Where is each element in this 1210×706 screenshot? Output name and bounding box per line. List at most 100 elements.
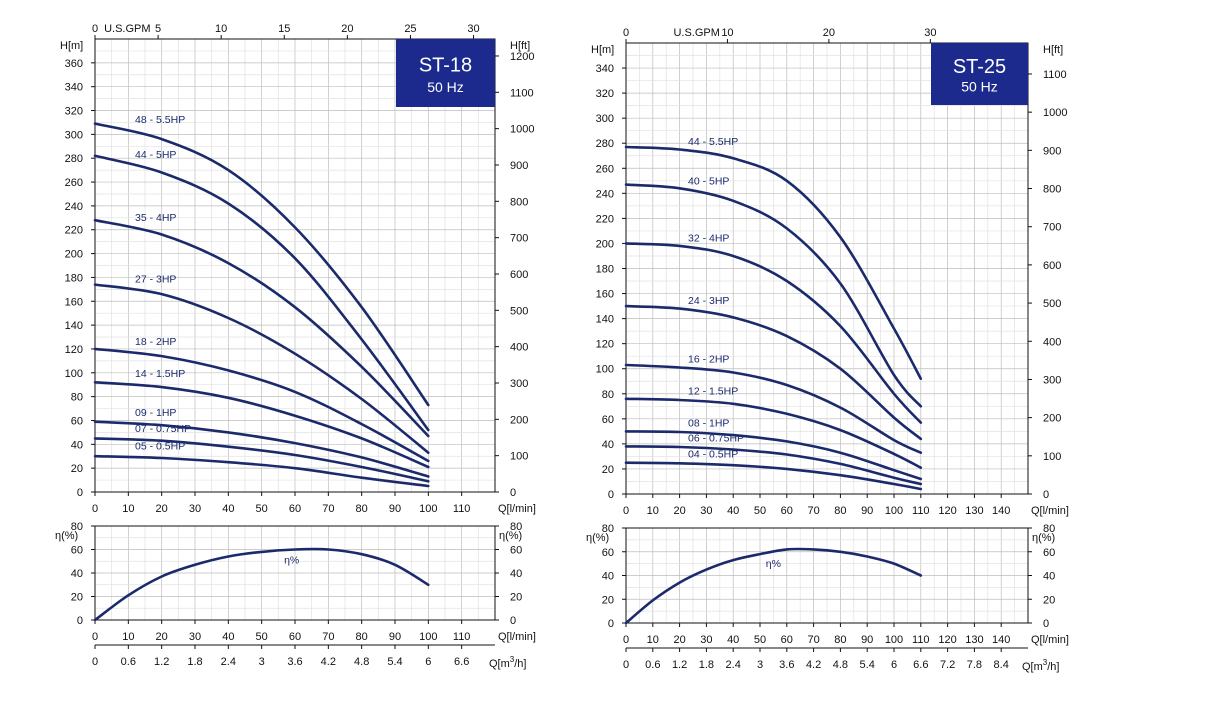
curve-label: 40 - 5HP bbox=[688, 175, 729, 187]
curve-label: 44 - 5.5HP bbox=[688, 136, 738, 148]
curve-label: 27 - 3HP bbox=[135, 273, 176, 285]
eff-x-axis-label: Q[l/min] bbox=[498, 631, 536, 643]
y-tick-label: 120 bbox=[65, 344, 83, 356]
eff-y-tick-label: 0 bbox=[77, 615, 83, 627]
m3h-tick-label: 8.4 bbox=[994, 659, 1009, 671]
model-title: ST-25 bbox=[953, 56, 1006, 78]
y-tick-label: 280 bbox=[65, 153, 83, 165]
eff-y-right-tick-label: 80 bbox=[510, 521, 522, 533]
x-tick-label: 30 bbox=[700, 505, 712, 517]
curve-48-5-5hp bbox=[93, 122, 430, 407]
curve-label: 48 - 5.5HP bbox=[135, 114, 185, 126]
y-tick-label: 0 bbox=[77, 487, 83, 499]
eff-x-tick-label: 20 bbox=[156, 631, 168, 643]
y-tick-label: 220 bbox=[65, 225, 83, 237]
x-tick-label: 70 bbox=[322, 503, 334, 515]
eff-x-tick-label: 90 bbox=[389, 631, 401, 643]
x-tick-label: 20 bbox=[156, 503, 168, 515]
y-right-tick-label: 800 bbox=[510, 196, 528, 208]
curve-18-2hp bbox=[93, 347, 430, 463]
eff-x-tick-label: 110 bbox=[912, 634, 930, 646]
m3h-axis-label: Q[m3/h] bbox=[1022, 658, 1059, 673]
x-tick-label: 10 bbox=[647, 505, 659, 517]
curve-label: 24 - 3HP bbox=[688, 295, 729, 307]
curve-label: 08 - 1HP bbox=[688, 417, 729, 429]
y-tick-label: 260 bbox=[596, 163, 614, 175]
m3h-tick-label: 1.8 bbox=[699, 659, 714, 671]
x-tick-label: 40 bbox=[727, 505, 739, 517]
m3h-tick-label: 3.6 bbox=[287, 656, 302, 668]
eff-y-right-tick-label: 0 bbox=[510, 615, 516, 627]
eff-y-tick-label: 80 bbox=[602, 523, 614, 535]
y-right-tick-label: 600 bbox=[1043, 260, 1061, 272]
model-badge bbox=[396, 39, 495, 107]
y-tick-label: 40 bbox=[71, 439, 83, 451]
y-right-tick-label: 900 bbox=[1043, 145, 1061, 157]
curve-label: 35 - 4HP bbox=[135, 212, 176, 224]
x-tick-label: 90 bbox=[861, 505, 873, 517]
x-tick-label: 60 bbox=[289, 503, 301, 515]
curve-16-2hp bbox=[624, 363, 923, 454]
x-tick-label: 100 bbox=[419, 503, 437, 515]
x-tick-label: 50 bbox=[754, 505, 766, 517]
curve-04-0-5hp bbox=[624, 461, 923, 491]
m3h-tick-label: 3.6 bbox=[779, 659, 794, 671]
eff-x-tick-label: 60 bbox=[781, 634, 793, 646]
curve-label: 04 - 0.5HP bbox=[688, 449, 738, 461]
m3h-tick-label: 6.6 bbox=[913, 659, 928, 671]
m3h-tick-label: 6 bbox=[425, 656, 431, 668]
y-axis-label-right: H[ft] bbox=[1043, 44, 1063, 56]
y-axis-label-right: H[ft] bbox=[510, 40, 530, 52]
eff-x-tick-label: 120 bbox=[938, 634, 956, 646]
top-tick-label: 15 bbox=[278, 23, 290, 35]
y-right-tick-label: 1000 bbox=[510, 124, 534, 136]
eff-y-axis-label-left: η(%) bbox=[586, 532, 609, 544]
y-right-tick-label: 100 bbox=[1043, 451, 1061, 463]
curve-14-1-5hp bbox=[93, 381, 430, 469]
y-right-tick-label: 200 bbox=[1043, 413, 1061, 425]
m3h-tick-label: 6.6 bbox=[454, 656, 469, 668]
m3h-tick-label: 4.8 bbox=[354, 656, 369, 668]
y-right-tick-label: 900 bbox=[510, 160, 528, 172]
curve-label: 07 - 0.75HP bbox=[135, 423, 191, 435]
efficiency-curve-label: η% bbox=[766, 558, 781, 570]
eff-x-tick-label: 70 bbox=[807, 634, 819, 646]
x-tick-label: 30 bbox=[189, 503, 201, 515]
y-tick-label: 80 bbox=[71, 392, 83, 404]
eff-x-tick-label: 0 bbox=[623, 634, 629, 646]
y-tick-label: 20 bbox=[71, 463, 83, 475]
top-axis-label: U.S.GPM bbox=[673, 27, 719, 39]
model-frequency: 50 Hz bbox=[427, 79, 464, 95]
curve-label: 06 - 0.75HP bbox=[688, 432, 744, 444]
curve-07-0-75hp bbox=[93, 437, 430, 483]
y-right-tick-label: 200 bbox=[510, 414, 528, 426]
eff-y-axis-label-left: η(%) bbox=[55, 530, 78, 542]
eff-y-tick-label: 60 bbox=[71, 545, 83, 557]
eff-x-tick-label: 10 bbox=[122, 631, 134, 643]
top-tick-label: 30 bbox=[924, 27, 936, 39]
model-badge bbox=[931, 43, 1028, 105]
model-frequency: 50 Hz bbox=[961, 78, 998, 94]
top-tick-label: 20 bbox=[341, 23, 353, 35]
top-axis-label: U.S.GPM bbox=[104, 23, 150, 35]
eff-x-tick-label: 140 bbox=[992, 634, 1010, 646]
eff-y-right-tick-label: 40 bbox=[510, 568, 522, 580]
y-axis-label-left: H[m] bbox=[60, 40, 83, 52]
eff-x-tick-label: 40 bbox=[222, 631, 234, 643]
m3h-tick-label: 6 bbox=[891, 659, 897, 671]
curve-label: 16 - 2HP bbox=[688, 353, 729, 365]
m3h-tick-label: 1.8 bbox=[187, 656, 202, 668]
curve-label: 14 - 1.5HP bbox=[135, 368, 185, 380]
y-right-tick-label: 300 bbox=[1043, 374, 1061, 386]
x-tick-label: 140 bbox=[992, 505, 1010, 517]
top-tick-label: 10 bbox=[215, 23, 227, 35]
eff-y-tick-label: 0 bbox=[608, 618, 614, 630]
curve-44-5hp bbox=[93, 154, 430, 432]
x-tick-label: 60 bbox=[781, 505, 793, 517]
y-right-tick-label: 800 bbox=[1043, 184, 1061, 196]
m3h-tick-label: 2.4 bbox=[221, 656, 236, 668]
y-tick-label: 140 bbox=[596, 314, 614, 326]
eff-y-axis-label-right: η(%) bbox=[499, 530, 522, 542]
y-tick-label: 320 bbox=[65, 106, 83, 118]
eff-y-tick-label: 20 bbox=[602, 594, 614, 606]
